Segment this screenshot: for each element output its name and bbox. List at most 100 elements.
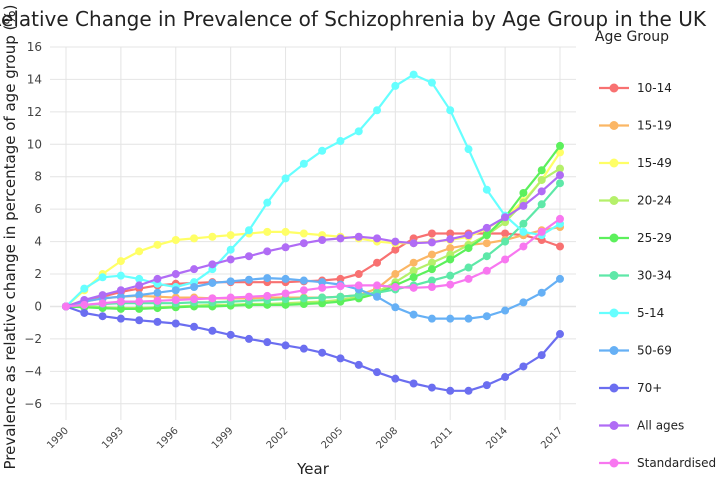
legend-swatch-marker — [609, 121, 619, 130]
legend-swatch-marker — [609, 421, 619, 430]
data-point — [427, 383, 436, 392]
data-point — [391, 303, 400, 312]
data-point — [153, 296, 162, 305]
data-point — [80, 284, 89, 293]
legend-swatch-marker — [609, 308, 619, 318]
chart-title: Relative Change in Prevalence of Schizop… — [0, 7, 707, 31]
legend-item-50-69: 50-69 — [599, 344, 672, 358]
legend-item-25-29: 25-29 — [599, 231, 672, 245]
data-point — [482, 381, 491, 390]
data-point — [464, 274, 473, 283]
x-tick-label: 1999 — [210, 426, 236, 452]
legend-label: 25-29 — [637, 231, 672, 245]
data-point — [537, 351, 546, 360]
data-point — [281, 289, 290, 298]
legend-label: 50-69 — [637, 344, 672, 358]
data-point — [519, 242, 528, 251]
data-point — [318, 293, 327, 302]
data-point — [226, 245, 235, 254]
legend-item-15-49: 15-49 — [599, 156, 672, 170]
series-line — [65, 174, 561, 308]
legend-label: All ages — [637, 419, 684, 433]
data-point — [318, 348, 327, 357]
data-point — [299, 159, 308, 168]
data-point — [299, 344, 308, 353]
data-point — [281, 274, 290, 283]
data-point — [318, 299, 327, 308]
data-point — [446, 244, 455, 253]
data-point — [501, 237, 510, 246]
data-point — [116, 304, 125, 313]
data-point — [153, 288, 162, 297]
data-point — [391, 81, 400, 90]
data-point — [354, 270, 363, 279]
data-point — [153, 240, 162, 249]
data-point — [427, 78, 436, 87]
data-point — [409, 283, 418, 292]
data-point — [427, 283, 436, 292]
x-axis-label: Year — [296, 460, 330, 477]
data-point — [446, 229, 455, 238]
data-point — [299, 229, 308, 238]
data-point — [80, 300, 89, 309]
x-tick-label: 1990 — [45, 426, 71, 452]
legend-swatch-marker — [609, 196, 619, 205]
data-point — [537, 227, 546, 236]
data-point — [299, 286, 308, 295]
data-point — [409, 258, 418, 267]
y-tick-label: 8 — [34, 170, 42, 184]
data-point — [501, 373, 510, 382]
data-point — [244, 226, 253, 235]
data-point — [427, 229, 436, 238]
data-point — [373, 281, 382, 290]
data-point — [373, 368, 382, 377]
data-point — [98, 273, 107, 282]
data-point — [116, 286, 125, 295]
data-point — [135, 316, 144, 325]
data-point — [263, 274, 272, 283]
y-axis-label: Prevalence as relative change in percent… — [1, 5, 19, 470]
data-point — [501, 306, 510, 315]
data-point — [519, 362, 528, 371]
data-point — [318, 283, 327, 292]
data-point — [80, 308, 89, 317]
y-tick-label: 16 — [27, 40, 42, 54]
data-point — [244, 292, 253, 301]
data-point — [171, 295, 180, 304]
data-point — [263, 338, 272, 347]
legend-item-all-ages: All ages — [599, 419, 684, 433]
legend-swatch-marker — [609, 458, 619, 468]
data-point — [281, 295, 290, 304]
data-point — [190, 295, 199, 304]
data-point — [482, 239, 491, 248]
x-tick-label: 2014 — [484, 426, 510, 452]
data-point — [190, 265, 199, 274]
data-point — [556, 164, 564, 173]
data-point — [336, 282, 345, 291]
legend-swatch-marker — [609, 83, 619, 93]
series-standardised — [62, 214, 564, 311]
data-point — [299, 239, 308, 248]
data-point — [446, 314, 455, 323]
data-point — [519, 219, 528, 228]
data-point — [446, 235, 455, 244]
data-point — [244, 252, 253, 261]
data-point — [153, 317, 162, 326]
data-point — [373, 292, 382, 301]
data-point — [135, 247, 144, 256]
data-point — [409, 266, 418, 275]
data-point — [208, 326, 217, 335]
data-point — [226, 231, 235, 240]
data-point — [501, 255, 510, 264]
data-point — [263, 291, 272, 300]
data-point — [537, 288, 546, 297]
data-point — [208, 294, 217, 303]
legend-swatch-marker — [609, 346, 619, 355]
data-point — [519, 227, 528, 236]
data-point — [464, 145, 473, 154]
legend-label: 30-34 — [637, 269, 672, 283]
legend-label: Standardised — [637, 456, 716, 470]
data-point — [336, 234, 345, 243]
data-point — [427, 276, 436, 285]
data-point — [98, 312, 107, 321]
